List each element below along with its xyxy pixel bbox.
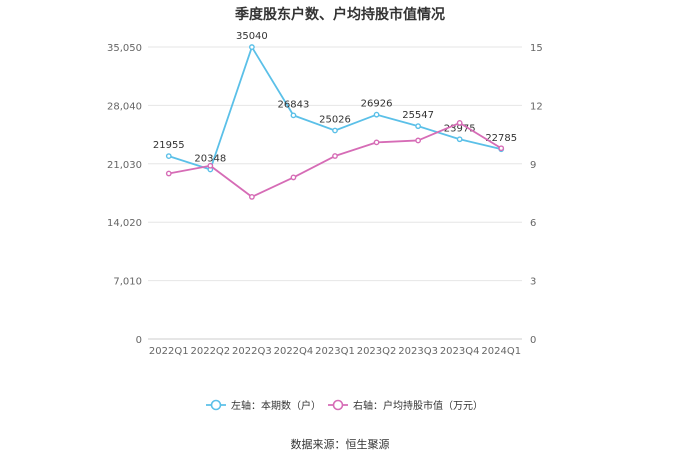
y-left-tick-label: 0 [136, 335, 142, 346]
data-point-avg-value [207, 162, 214, 169]
data-point-avg-value [332, 153, 338, 159]
y-right-tick-label: 12 [530, 101, 543, 112]
data-label: 23975 [444, 123, 476, 134]
y-left-tick-label: 7,010 [113, 277, 142, 288]
legend-marker-icon [332, 399, 344, 411]
series-line-holders [168, 46, 502, 171]
x-tick-label: 2023Q1 [315, 346, 355, 357]
data-label: 20348 [194, 153, 226, 164]
data-point-holders [373, 111, 380, 118]
y-right-tick-label: 9 [530, 160, 536, 171]
data-point-avg-value [498, 145, 505, 152]
y-left-tick-label: 35,050 [107, 43, 142, 54]
data-label: 26843 [278, 99, 310, 110]
data-label: 25026 [319, 115, 351, 126]
data-point-holders [165, 153, 172, 159]
data-point-holders [248, 44, 255, 50]
chart-title: 季度股东户数、户均持股市值情况 [235, 7, 445, 23]
x-tick-label: 2022Q1 [149, 346, 189, 357]
data-label: 26926 [361, 99, 393, 110]
x-tick-label: 2022Q4 [274, 346, 314, 357]
y-right-tick-label: 15 [530, 43, 543, 54]
data-point-holders [415, 123, 422, 130]
y-left-tick-label: 28,040 [107, 101, 142, 112]
legend-label: 右轴：户均持股市值（万元） [353, 399, 483, 412]
data-label: 35040 [236, 31, 268, 42]
data-point-holders [332, 127, 338, 134]
data-point-holders [290, 112, 297, 119]
y-right-tick-label: 0 [530, 335, 536, 346]
legend-label: 左轴：本期数（户） [231, 399, 321, 412]
data-point-avg-value [456, 120, 463, 126]
data-point-holders [456, 136, 463, 143]
data-point-avg-value [248, 193, 255, 200]
data-label: 21955 [153, 140, 185, 151]
x-tick-label: 2024Q1 [481, 346, 521, 357]
x-tick-label: 2022Q3 [232, 346, 272, 357]
data-point-avg-value [165, 170, 172, 177]
data-point-avg-value [373, 139, 380, 146]
y-left-tick-label: 14,020 [107, 218, 142, 229]
x-tick-label: 2023Q2 [357, 346, 397, 357]
y-right-tick-label: 6 [530, 218, 536, 229]
y-left-tick-label: 21,030 [107, 160, 142, 171]
data-point-avg-value [290, 174, 297, 181]
x-tick-label: 2022Q2 [190, 346, 230, 357]
data-point-avg-value [415, 137, 422, 144]
data-source-note: 数据来源：恒生聚源 [290, 438, 390, 451]
data-label: 25547 [402, 110, 434, 121]
legend-marker-icon [210, 399, 222, 411]
data-label: 22785 [485, 133, 517, 144]
y-right-tick-label: 3 [530, 277, 536, 288]
x-tick-label: 2023Q4 [440, 346, 480, 357]
x-tick-label: 2023Q3 [398, 346, 438, 357]
